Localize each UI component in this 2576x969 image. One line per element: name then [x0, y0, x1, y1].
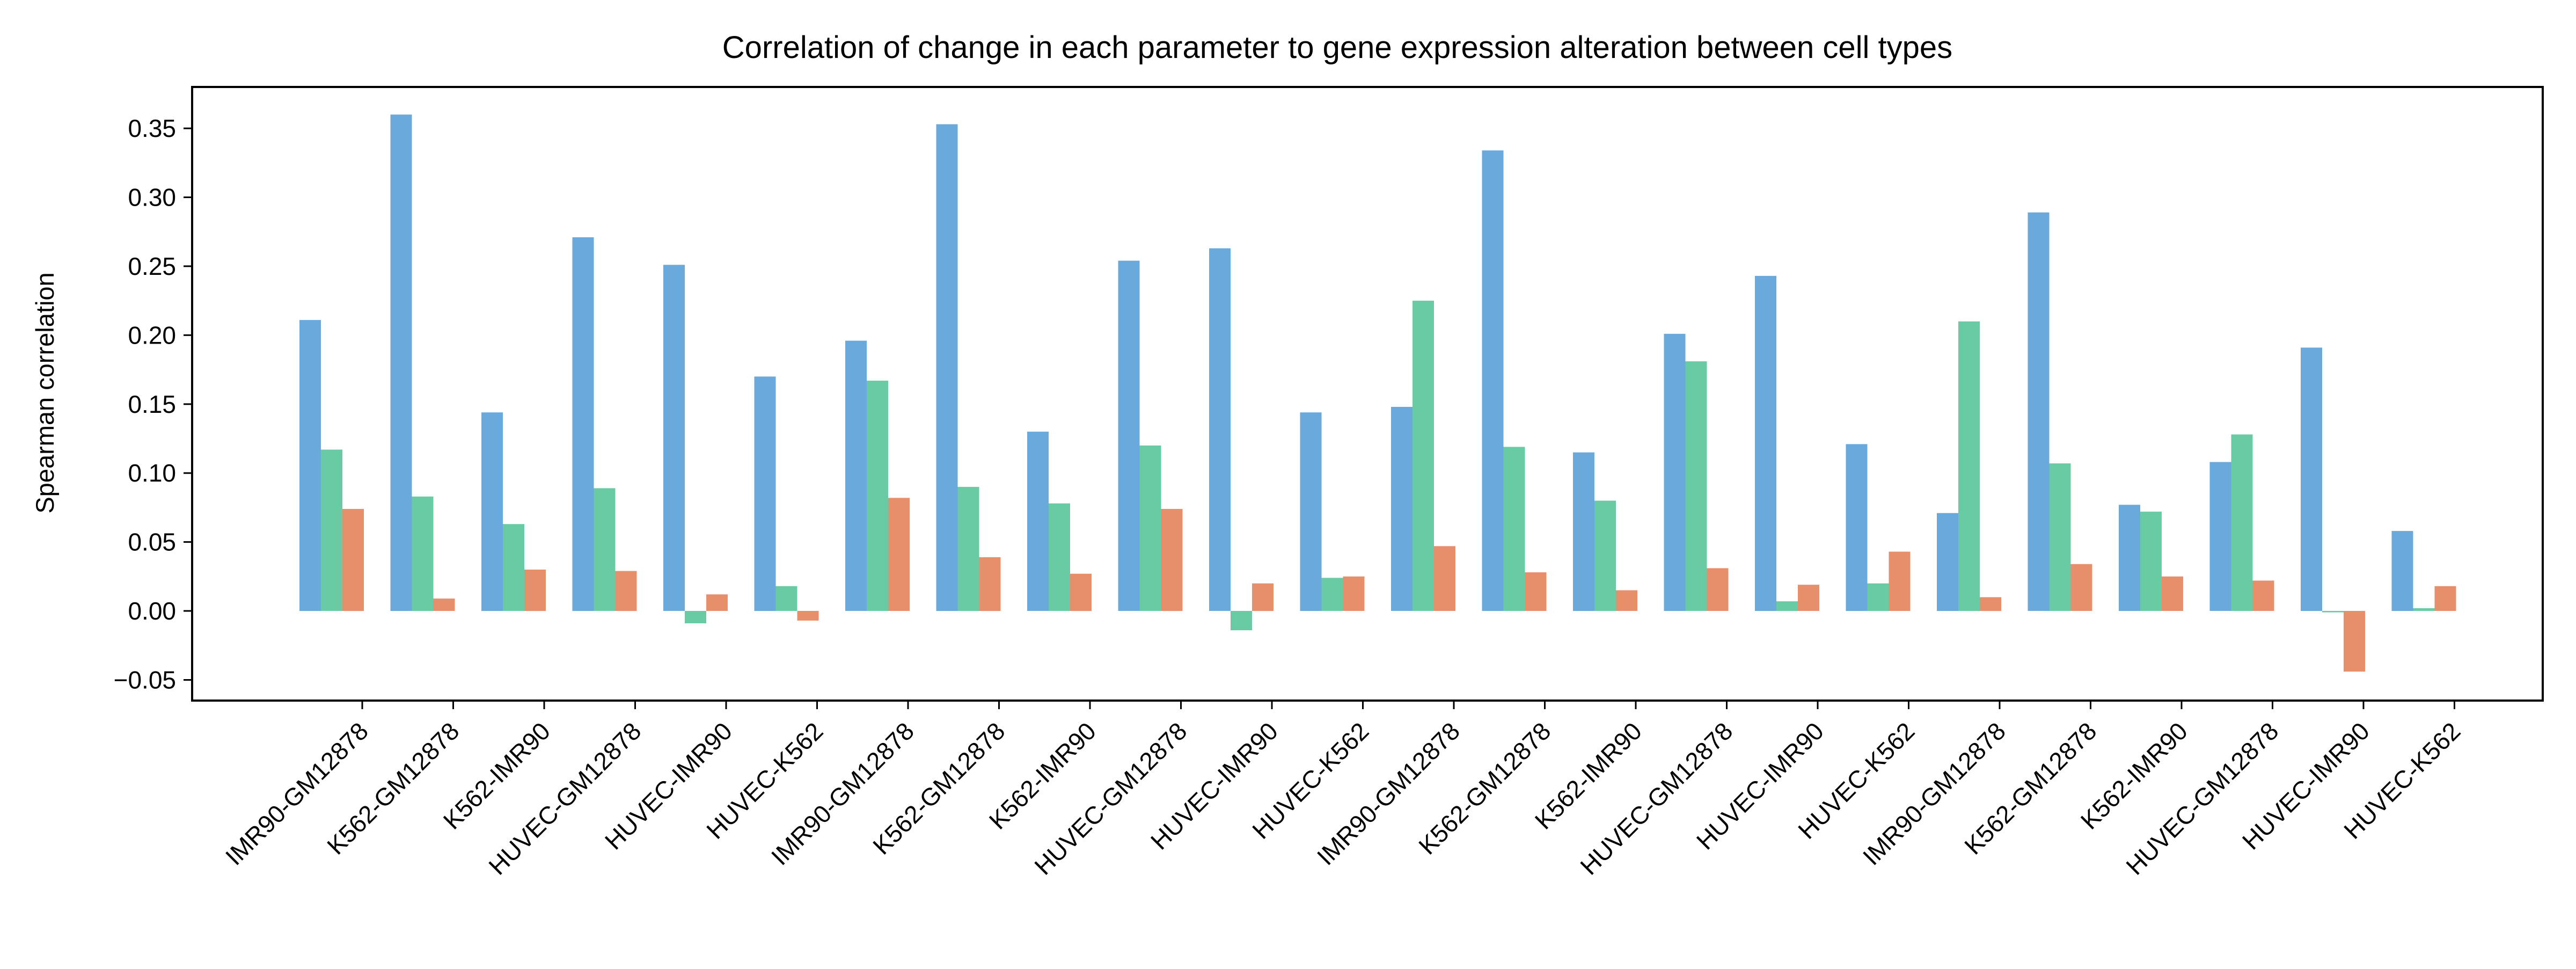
bar-s3-18 [1889, 551, 1911, 611]
bar-s3-8 [979, 557, 1001, 611]
bar-s2-14 [1503, 447, 1525, 611]
bar-s1-4 [572, 237, 594, 611]
bar-s1-23 [2301, 347, 2322, 611]
bar-s1-19 [1937, 513, 1958, 611]
bar-s3-14 [1525, 572, 1547, 611]
bar-s2-3 [503, 524, 524, 611]
bar-s3-21 [2162, 576, 2183, 611]
bar-s2-17 [1776, 601, 1798, 611]
bar-s1-5 [663, 265, 685, 611]
y-tick-label: 0.30 [128, 184, 176, 212]
bar-s3-5 [706, 594, 728, 611]
y-tick-label: −0.05 [114, 666, 176, 694]
bar-s1-11 [1209, 248, 1231, 611]
bar-s1-10 [1118, 260, 1140, 611]
bar-s3-22 [2252, 580, 2274, 611]
y-tick-label: 0.35 [128, 114, 176, 142]
y-tick-label: 0.05 [128, 528, 176, 556]
bar-s2-21 [2140, 512, 2162, 611]
bar-s2-6 [775, 586, 797, 611]
bar-s3-15 [1616, 590, 1637, 611]
bar-s1-15 [1573, 452, 1594, 611]
bar-s1-7 [845, 340, 867, 611]
bar-s3-1 [342, 509, 364, 611]
y-tick-label: 0.25 [128, 252, 176, 280]
bar-s3-20 [2070, 564, 2092, 611]
bar-s2-5 [685, 611, 706, 624]
bar-s2-24 [2413, 608, 2435, 611]
bar-s1-9 [1027, 432, 1049, 611]
bar-s2-2 [412, 496, 434, 611]
bar-s1-12 [1300, 412, 1322, 611]
bar-s2-23 [2322, 611, 2344, 613]
bar-s1-17 [1755, 275, 1776, 611]
bar-s2-18 [1867, 583, 1889, 611]
bar-s3-6 [797, 611, 819, 621]
bar-s2-9 [1049, 503, 1070, 611]
bar-s2-15 [1594, 500, 1616, 611]
plot-area-frame [191, 86, 2544, 702]
bar-s2-11 [1231, 611, 1252, 630]
bar-s1-1 [299, 320, 321, 611]
bar-s1-6 [754, 376, 776, 611]
bar-s3-9 [1070, 573, 1092, 611]
bar-s3-23 [2344, 611, 2365, 672]
bar-s3-2 [433, 598, 455, 611]
bar-s2-7 [867, 381, 888, 611]
bar-s3-19 [1980, 597, 2001, 611]
y-tick-label: 0.10 [128, 459, 176, 487]
bar-s1-22 [2209, 462, 2231, 611]
bar-s3-11 [1252, 583, 1274, 611]
y-tick-label: 0.20 [128, 321, 176, 349]
bar-s2-1 [321, 449, 342, 611]
bar-s3-16 [1707, 568, 1729, 611]
bar-s2-20 [2049, 463, 2071, 611]
bar-s2-13 [1413, 301, 1434, 611]
y-axis-label: Spearman correlation [31, 272, 59, 513]
bar-s2-8 [957, 486, 979, 611]
chart-title: Correlation of change in each parameter … [722, 30, 1952, 65]
bar-s2-19 [1958, 321, 1980, 611]
bar-s3-10 [1161, 509, 1183, 611]
bar-s1-24 [2391, 531, 2413, 611]
y-tick-label: 0.00 [128, 597, 176, 625]
bar-s3-3 [524, 570, 546, 611]
bar-s2-22 [2231, 434, 2253, 611]
y-tick-label: 0.15 [128, 390, 176, 418]
bar-s3-17 [1798, 585, 1819, 611]
bar-s3-24 [2434, 586, 2456, 611]
bar-s1-8 [936, 124, 958, 611]
bar-s1-18 [1846, 444, 1868, 611]
bar-s1-14 [1482, 150, 1504, 611]
bars-group [299, 114, 2456, 672]
bar-s3-13 [1434, 546, 1455, 611]
bar-s2-16 [1685, 361, 1707, 611]
bar-s1-21 [2119, 505, 2140, 611]
bar-s1-3 [481, 412, 503, 611]
bar-s2-10 [1139, 445, 1161, 611]
bar-s1-2 [390, 114, 412, 611]
bar-s3-12 [1343, 576, 1365, 611]
bar-s3-7 [888, 498, 910, 611]
bar-s2-12 [1321, 578, 1343, 611]
bar-s2-4 [594, 488, 616, 611]
bar-s1-16 [1664, 333, 1686, 611]
bar-s1-13 [1391, 406, 1413, 611]
bar-s1-20 [2028, 212, 2050, 611]
bar-s3-4 [615, 571, 637, 611]
